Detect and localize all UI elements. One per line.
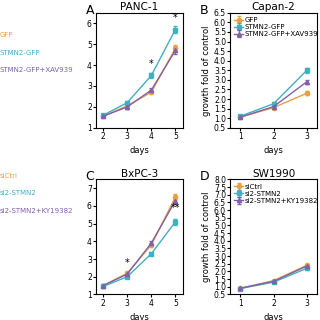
- Text: *: *: [149, 59, 154, 69]
- X-axis label: days: days: [264, 147, 284, 156]
- Text: *: *: [173, 13, 178, 23]
- X-axis label: days: days: [129, 147, 149, 156]
- Text: STMN2-GFP+XAV939: STMN2-GFP+XAV939: [0, 67, 74, 73]
- Text: B: B: [200, 4, 209, 17]
- Legend: GFP, STMN2-GFP, STMN2-GFP+XAV939: GFP, STMN2-GFP, STMN2-GFP+XAV939: [234, 16, 319, 38]
- Text: **: **: [171, 203, 180, 213]
- Text: A: A: [86, 4, 94, 17]
- Text: siCtrl: siCtrl: [0, 173, 18, 179]
- Text: C: C: [85, 170, 94, 183]
- Text: si2-STMN2: si2-STMN2: [0, 190, 37, 196]
- Text: GFP: GFP: [0, 32, 13, 38]
- Text: D: D: [200, 170, 210, 183]
- Text: si2-STMN2+KY19382: si2-STMN2+KY19382: [0, 208, 74, 214]
- Title: PANC-1: PANC-1: [120, 2, 158, 12]
- Text: STMN2-GFP: STMN2-GFP: [0, 50, 41, 56]
- Title: BxPC-3: BxPC-3: [121, 169, 158, 179]
- Title: Capan-2: Capan-2: [252, 2, 295, 12]
- X-axis label: days: days: [129, 313, 149, 320]
- Title: SW1990: SW1990: [252, 169, 295, 179]
- Text: *: *: [125, 258, 130, 268]
- Y-axis label: growth fold of control: growth fold of control: [202, 192, 211, 282]
- Legend: siCtrl, si2-STMN2, si2-STMN2+KY19382: siCtrl, si2-STMN2, si2-STMN2+KY19382: [234, 183, 319, 204]
- X-axis label: days: days: [264, 313, 284, 320]
- Y-axis label: growth fold of control: growth fold of control: [202, 25, 211, 116]
